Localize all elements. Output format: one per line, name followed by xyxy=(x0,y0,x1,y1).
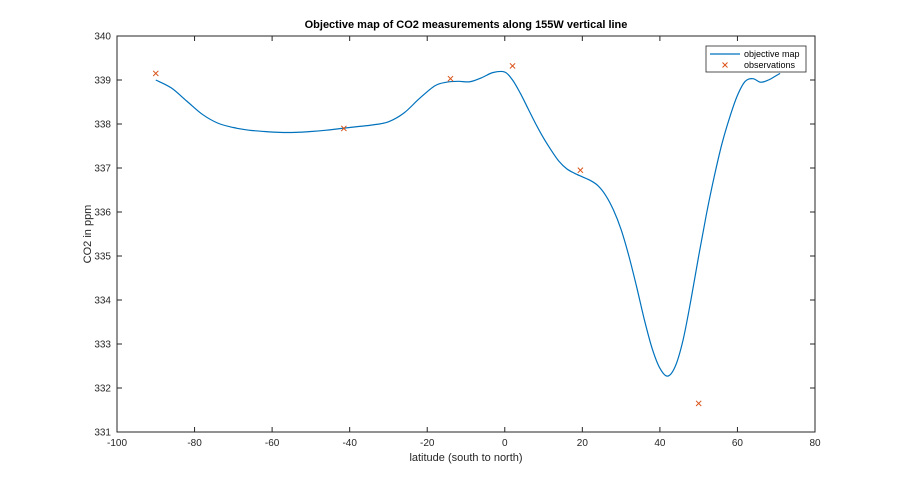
x-tick-label: -20 xyxy=(420,438,435,449)
y-tick-label: 335 xyxy=(94,252,111,263)
curve-layer xyxy=(155,70,781,377)
axes-box xyxy=(116,35,816,433)
x-tick-label: -40 xyxy=(342,438,357,449)
x-tick-label: -100 xyxy=(107,438,127,449)
y-axis-label: CO2 in ppm xyxy=(82,205,94,264)
legend: objective map observations xyxy=(705,45,807,73)
y-tick-label: 337 xyxy=(94,164,111,175)
x-tick-label: 80 xyxy=(809,438,821,449)
observation-point xyxy=(340,125,347,132)
y-tick-label: 332 xyxy=(94,384,111,395)
x-tick-label: 40 xyxy=(654,438,666,449)
observation-point xyxy=(447,75,454,82)
marker-layer xyxy=(152,62,702,407)
plot-area xyxy=(117,36,815,432)
y-axis: 331 332 333 334 335 336 337 338 339 340 xyxy=(94,32,815,439)
y-tick-label: 336 xyxy=(94,208,111,219)
y-tick-label: 334 xyxy=(94,296,111,307)
x-tick-label: -80 xyxy=(187,438,202,449)
observation-point xyxy=(509,62,516,69)
x-tick-label: -60 xyxy=(265,438,280,449)
y-tick-label: 338 xyxy=(94,120,111,131)
x-tick-label: 0 xyxy=(502,438,508,449)
y-tick-label: 340 xyxy=(94,32,111,43)
x-axis: -100 -80 -60 -40 -20 0 20 40 60 80 xyxy=(107,36,821,449)
legend-label-observations: observations xyxy=(744,60,796,70)
y-tick-label: 339 xyxy=(94,76,111,87)
chart-title: Objective map of CO2 measurements along … xyxy=(305,19,628,31)
y-tick-label: 331 xyxy=(94,428,111,439)
y-tick-label: 333 xyxy=(94,340,111,351)
observation-point xyxy=(695,400,702,407)
x-tick-label: 60 xyxy=(732,438,744,449)
objective-map-line xyxy=(155,70,781,377)
observation-point xyxy=(577,167,584,174)
legend-label-objective-map: objective map xyxy=(744,49,800,59)
legend-marker-swatch xyxy=(722,62,728,68)
x-axis-label: latitude (south to north) xyxy=(409,452,522,464)
x-tick-label: 20 xyxy=(577,438,589,449)
observation-point xyxy=(152,70,159,77)
